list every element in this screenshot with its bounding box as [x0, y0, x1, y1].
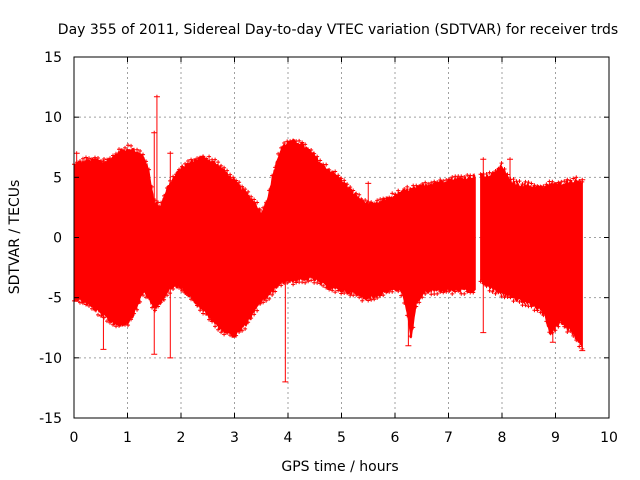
x-tick-label: 3 — [230, 430, 239, 446]
series-2 — [478, 161, 585, 351]
y-tick-label: 5 — [53, 170, 62, 186]
spike-bar — [100, 159, 107, 350]
x-axis-ticks: 0 1 2 3 4 5 6 7 8 9 10 — [70, 57, 618, 446]
x-tick-label: 9 — [551, 430, 560, 446]
x-tick-label: 1 — [123, 430, 132, 446]
spike-bar — [480, 157, 487, 334]
series-markers — [478, 161, 585, 351]
y-axis-label: SDTVAR / TECUs — [7, 180, 23, 295]
spike-bar — [579, 177, 586, 352]
spike-bar — [73, 151, 80, 302]
spike-bar — [151, 130, 158, 355]
spike-bar — [507, 157, 514, 299]
spike-bar — [549, 187, 556, 343]
y-tick-label: 15 — [44, 50, 62, 66]
plot-area — [72, 94, 586, 383]
chart-title: Day 355 of 2011, Sidereal Day-to-day VTE… — [58, 22, 618, 38]
x-axis-label: GPS time / hours — [281, 459, 398, 475]
y-tick-label: -5 — [48, 291, 62, 307]
series-band — [73, 138, 476, 339]
x-tick-label: 8 — [498, 430, 507, 446]
y-tick-label: -10 — [39, 351, 62, 367]
spike-bar — [405, 193, 412, 347]
x-tick-label: 2 — [177, 430, 186, 446]
x-tick-label: 0 — [70, 430, 79, 446]
x-tick-label: 7 — [444, 430, 453, 446]
series-band — [480, 163, 583, 349]
spike-bar — [282, 163, 289, 383]
spike-bar — [365, 181, 372, 296]
y-axis-ticks: -15 -10 -5 0 5 10 15 — [39, 50, 609, 427]
x-tick-label: 4 — [284, 430, 293, 446]
y-tick-label: 10 — [44, 110, 62, 126]
spike-bar — [153, 94, 160, 299]
x-tick-label: 6 — [391, 430, 400, 446]
x-tick-label: 10 — [600, 430, 618, 446]
y-tick-label: 0 — [53, 231, 62, 247]
y-tick-label: -15 — [39, 411, 62, 427]
series-1 — [72, 138, 476, 339]
spike-bar — [167, 151, 174, 359]
x-tick-label: 5 — [337, 430, 346, 446]
